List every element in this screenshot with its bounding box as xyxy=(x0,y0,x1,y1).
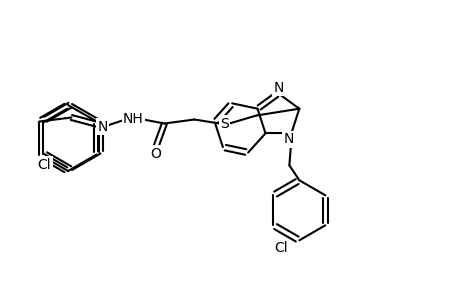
Text: N: N xyxy=(273,80,283,94)
Text: S: S xyxy=(219,116,228,130)
Text: Cl: Cl xyxy=(38,158,51,172)
Text: N: N xyxy=(97,119,107,134)
Text: N: N xyxy=(283,132,293,146)
Text: O: O xyxy=(150,146,161,161)
Text: NH: NH xyxy=(123,112,144,125)
Text: Cl: Cl xyxy=(274,241,287,255)
